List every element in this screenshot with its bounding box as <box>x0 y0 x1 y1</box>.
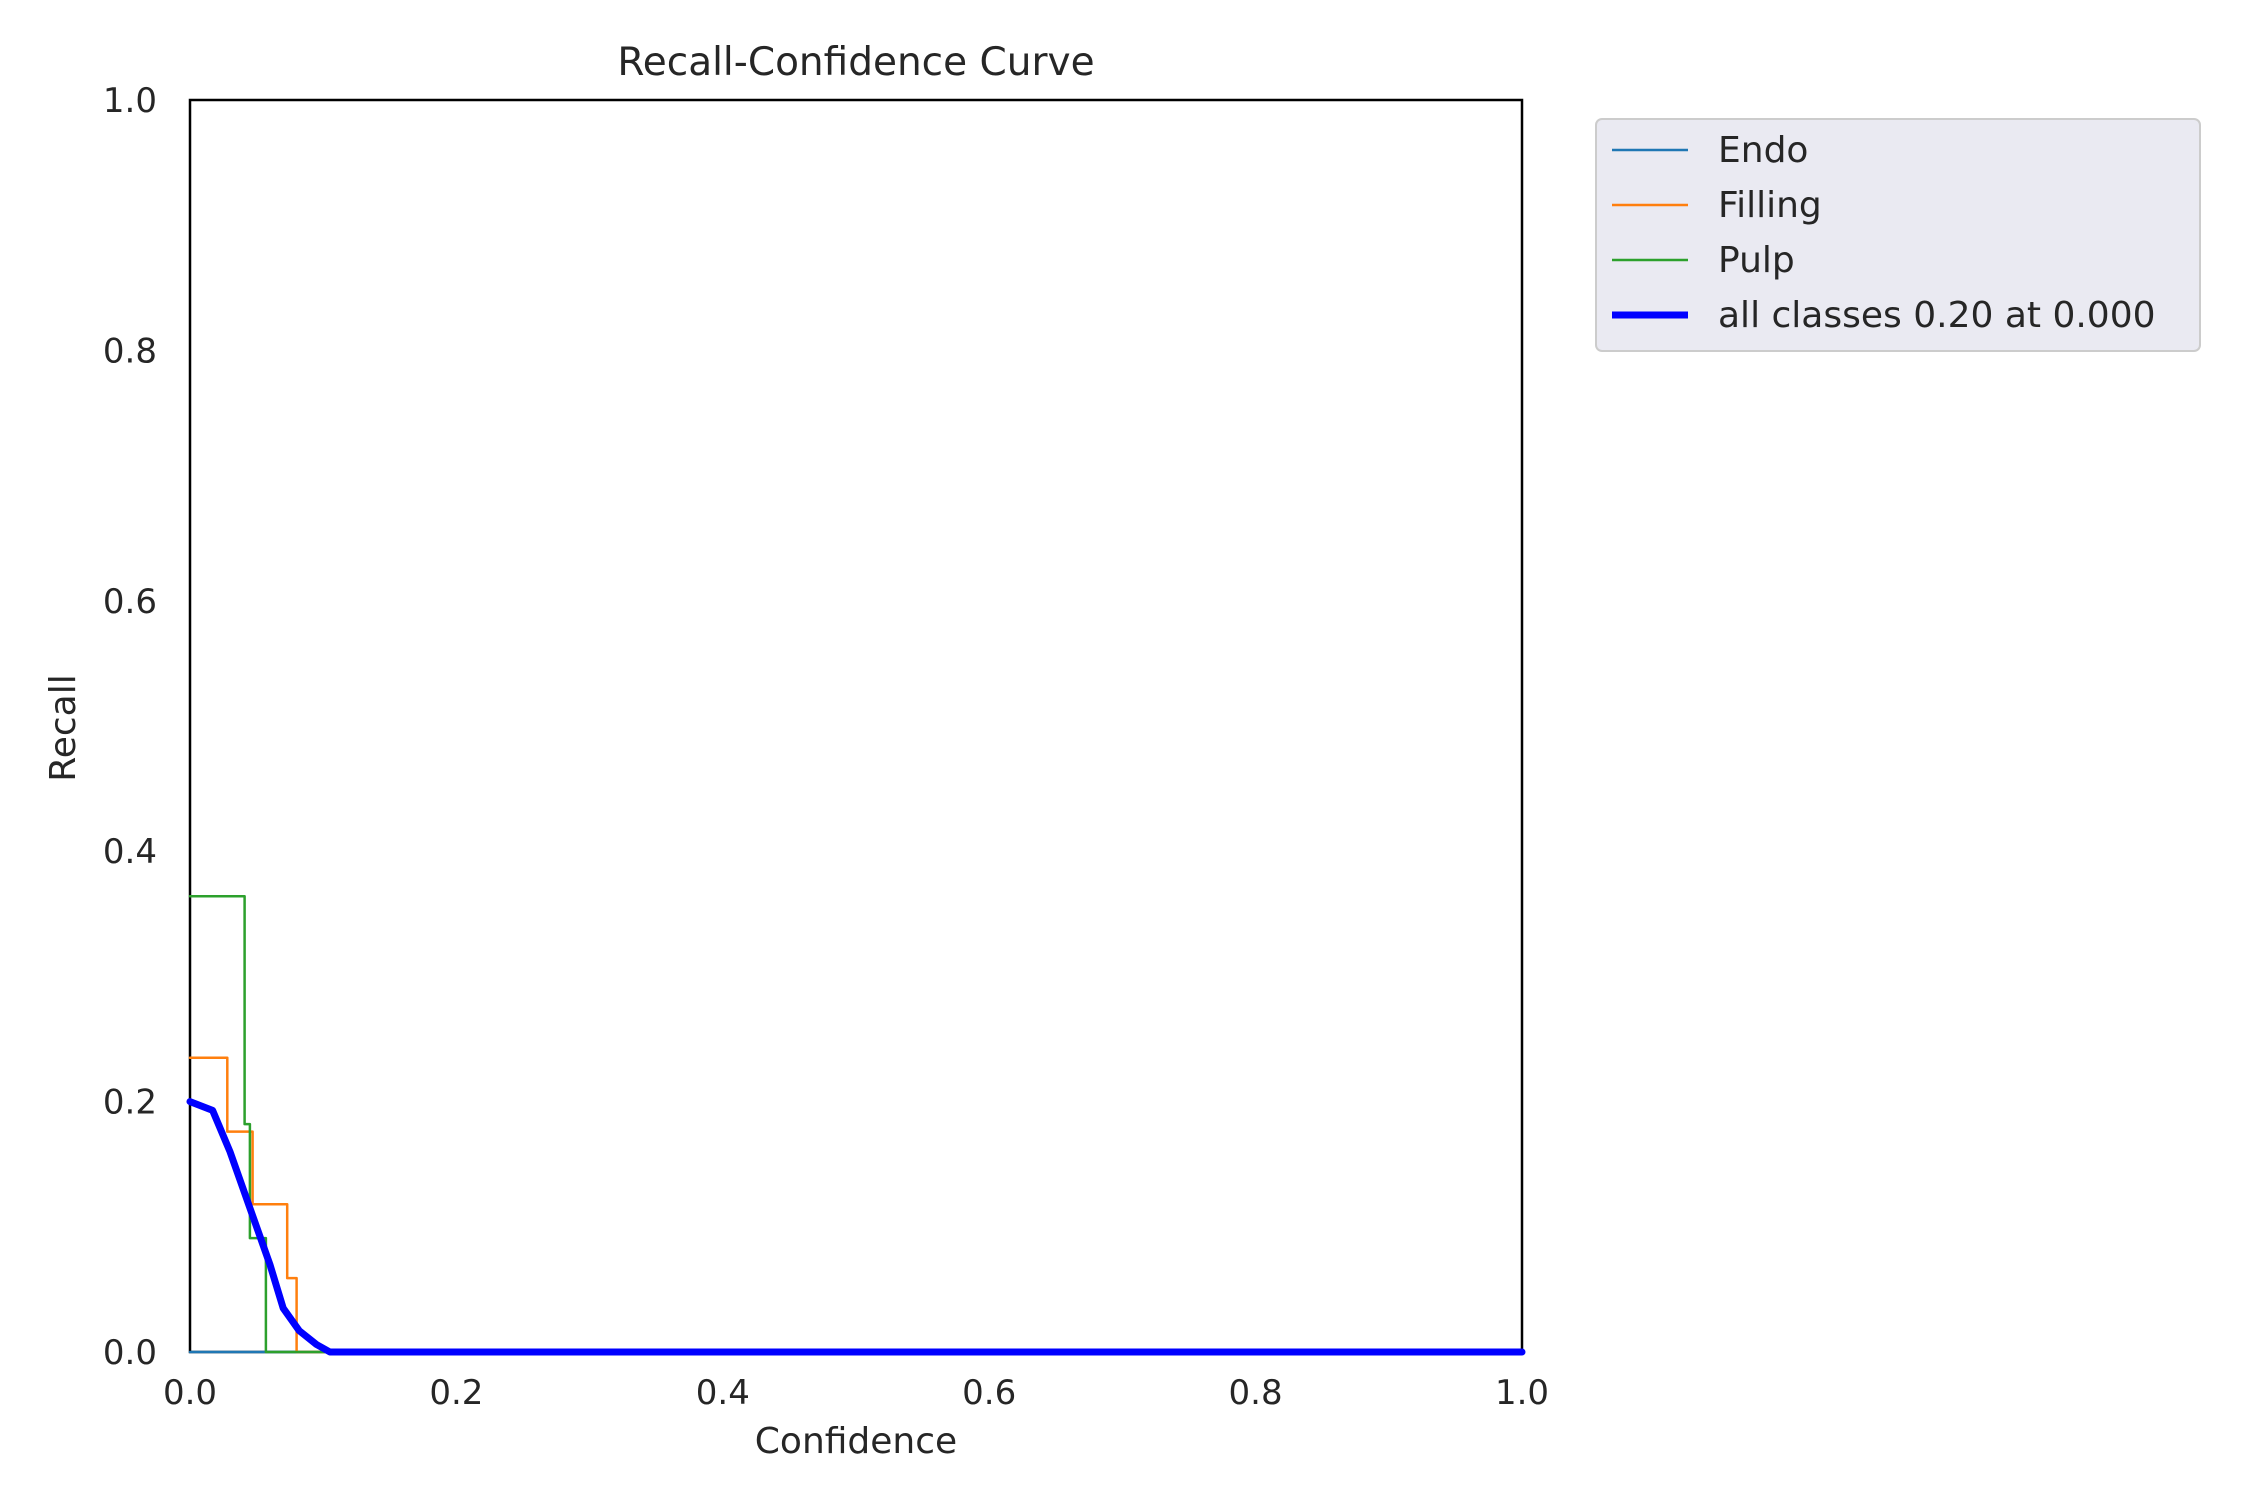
y-tick-label: 0.4 <box>103 832 157 872</box>
chart-title: Recall-Confidence Curve <box>617 40 1094 85</box>
x-axis-ticks: 0.0 0.2 0.4 0.6 0.8 1.0 <box>163 1373 1549 1413</box>
x-tick-label: 1.0 <box>1495 1373 1549 1413</box>
legend-label: Endo <box>1718 130 1808 171</box>
series-layer <box>186 895 1526 1356</box>
y-axis-label: Recall <box>43 674 84 781</box>
y-tick-label: 0.6 <box>103 582 157 622</box>
y-tick-label: 0.8 <box>103 331 157 371</box>
legend: Endo Filling Pulp all classes 0.20 at 0.000 <box>1595 118 2201 352</box>
legend-label: all classes 0.20 at 0.000 <box>1718 295 2156 336</box>
y-axis-ticks: 0.0 0.2 0.4 0.6 0.8 1.0 <box>103 81 157 1373</box>
x-axis-label: Confidence <box>755 1421 957 1462</box>
y-tick-label: 1.0 <box>103 81 157 121</box>
y-tick-label: 0.0 <box>103 1333 157 1373</box>
legend-items: Endo Filling Pulp all classes 0.20 at 0.000 <box>1612 130 2156 336</box>
plot-frame <box>188 98 1524 1354</box>
x-tick-label: 0.4 <box>696 1373 750 1413</box>
x-tick-label: 0.6 <box>962 1373 1016 1413</box>
x-tick-label: 0.0 <box>163 1373 217 1413</box>
series-line-all <box>186 1098 1526 1356</box>
y-tick-label: 0.2 <box>103 1083 157 1123</box>
series-line-pulp <box>188 895 1524 1354</box>
legend-label: Pulp <box>1718 240 1795 281</box>
legend-label: Filling <box>1718 185 1822 226</box>
x-tick-label: 0.2 <box>429 1373 483 1413</box>
legend-box <box>1595 118 2201 352</box>
x-tick-label: 0.8 <box>1229 1373 1283 1413</box>
